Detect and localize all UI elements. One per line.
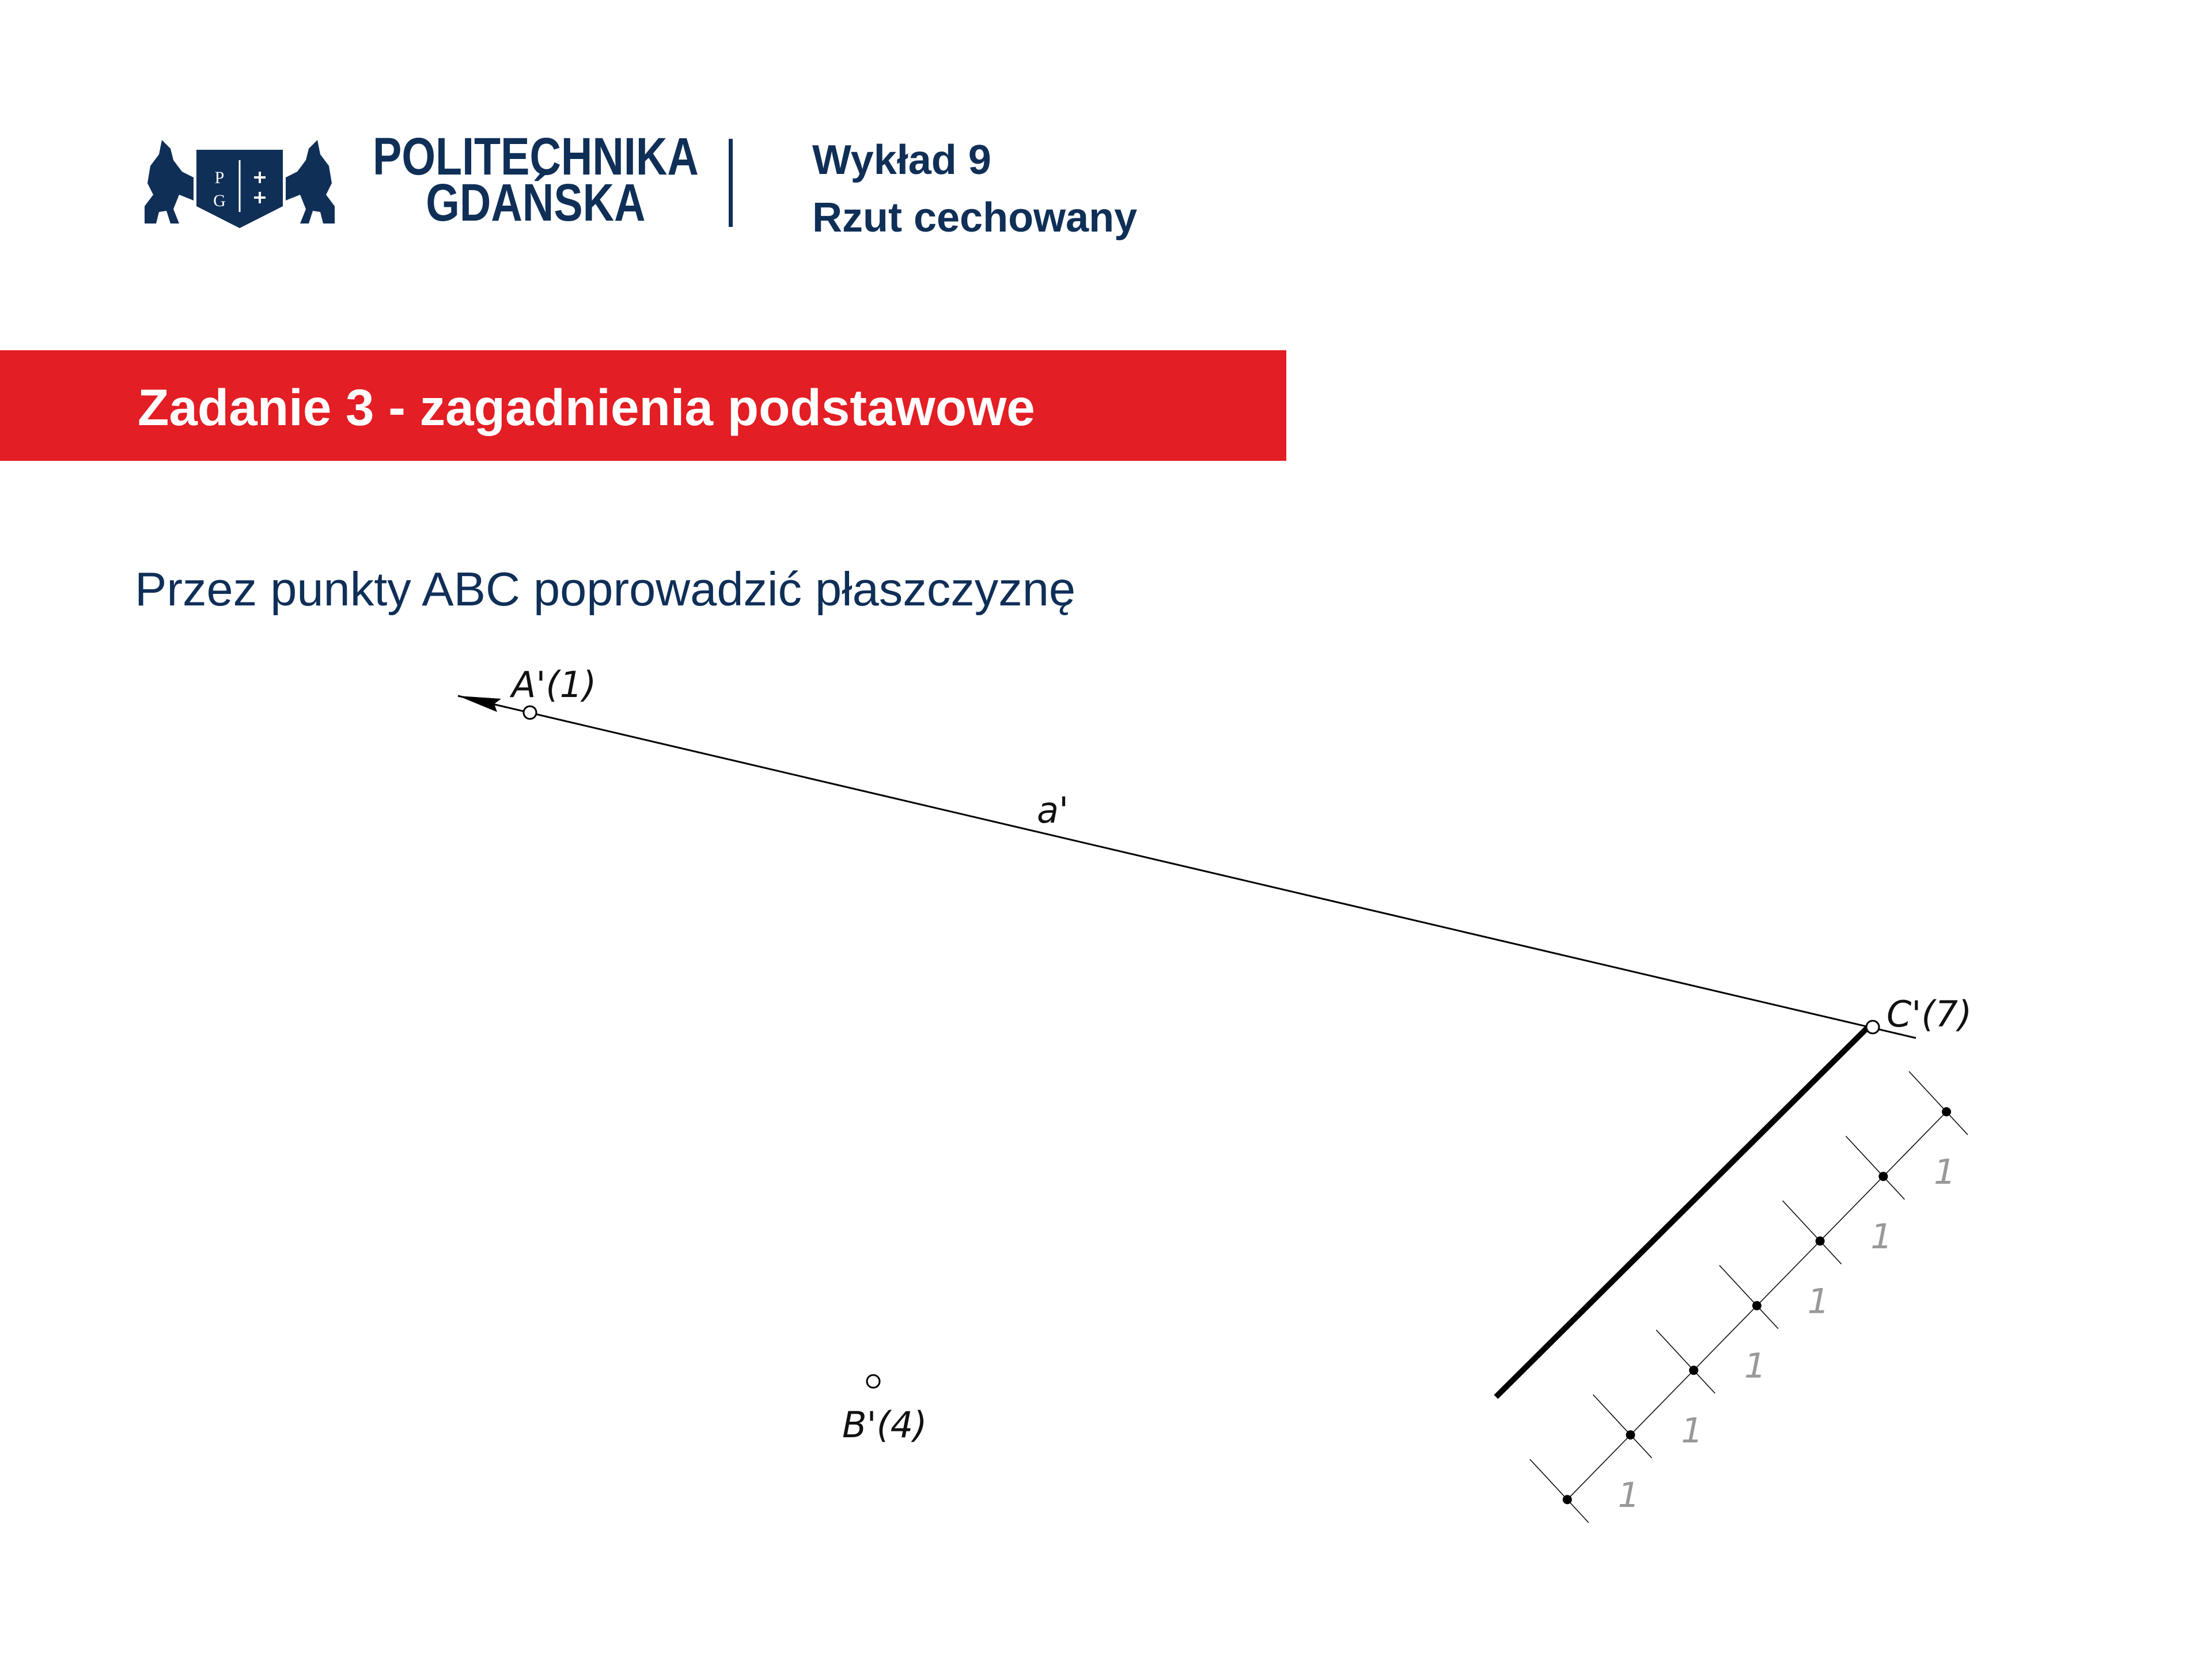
line-a-label: a': [1037, 789, 1069, 831]
scale-point: [1752, 1301, 1762, 1310]
scale-tick: [1719, 1265, 1779, 1330]
scale-tick: [1908, 1071, 1968, 1135]
strike-line: [1494, 1025, 1870, 1399]
university-name: POLITECHNIKA GDAŃSKA: [373, 127, 699, 232]
line-a: [457, 695, 1916, 1039]
scale-point: [1815, 1236, 1825, 1246]
task-description: Przez punkty ABC poprowadzić płaszczyznę: [135, 562, 1076, 616]
scale-point: [1878, 1172, 1888, 1181]
header-divider: [729, 139, 733, 227]
scale-point: [1942, 1107, 1951, 1116]
point-b-label: B'(4): [842, 1404, 927, 1446]
scale-tick: [1529, 1459, 1589, 1523]
point-c-label: C'(7): [1887, 993, 1972, 1035]
logo-letter-p: P: [215, 168, 225, 187]
scale-label: 1: [1744, 1346, 1766, 1387]
scale-tick: [1656, 1330, 1715, 1394]
scale-tick: [1845, 1135, 1905, 1200]
scale-label: 1: [1870, 1217, 1892, 1257]
scale-label: 1: [1808, 1281, 1830, 1321]
scale-label: 1: [1681, 1411, 1703, 1451]
logo-letter-g: G: [213, 191, 226, 210]
arrow-head-icon: [458, 696, 501, 712]
point-a-label: A'(1): [509, 664, 596, 706]
scale-label: 1: [1934, 1152, 1956, 1192]
scale-point: [1626, 1430, 1635, 1440]
section-title: Zadanie 3 - zagadnienia podstawowe: [138, 378, 1035, 436]
lecture-number: Wykład 9: [812, 137, 991, 183]
university-line-2: GDAŃSKA: [426, 173, 646, 232]
university-line-1: POLITECHNIKA: [373, 127, 699, 186]
point-b-marker: [866, 1374, 881, 1389]
scale-point: [1562, 1495, 1572, 1505]
scale-point: [1689, 1365, 1699, 1375]
scale-label: 1: [1618, 1475, 1640, 1516]
scale-tick: [1592, 1394, 1653, 1459]
scale-tick: [1782, 1200, 1842, 1264]
point-c-marker: [1865, 1020, 1880, 1035]
university-logo: P G: [145, 140, 335, 228]
lecture-info: Wykład 9 Rzut cechowany: [812, 131, 1137, 247]
section-banner: Zadanie 3 - zagadnienia podstawowe: [0, 350, 1286, 461]
point-a-marker: [522, 705, 537, 720]
lecture-topic: Rzut cechowany: [812, 195, 1138, 241]
